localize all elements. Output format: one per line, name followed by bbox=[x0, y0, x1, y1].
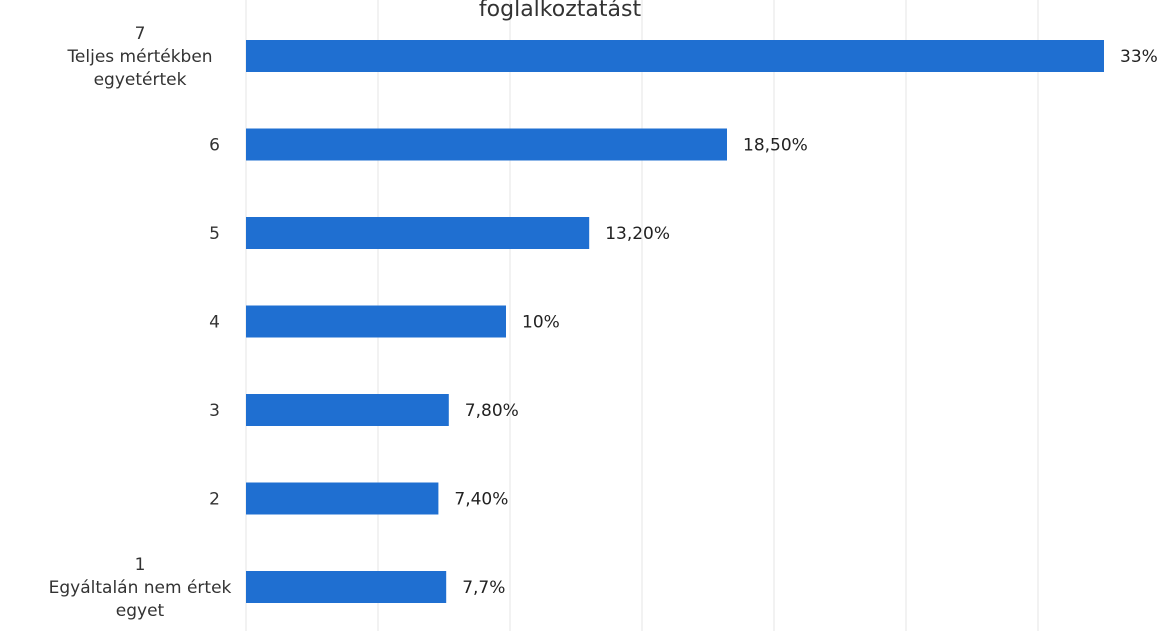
value-label-7: 33% bbox=[1120, 47, 1158, 67]
value-label-5: 13,20% bbox=[605, 224, 670, 244]
category-label-5-line-0: 5 bbox=[209, 224, 220, 244]
category-label-1-line-2: egyet bbox=[116, 601, 165, 621]
category-label-7-line-0: 7 bbox=[135, 24, 146, 44]
value-label-2: 7,40% bbox=[454, 490, 508, 510]
category-label-1-line-0: 1 bbox=[135, 555, 146, 575]
category-label-3-line-0: 3 bbox=[209, 401, 220, 421]
value-label-4: 10% bbox=[522, 313, 560, 333]
bar-3 bbox=[246, 394, 449, 426]
value-label-3: 7,80% bbox=[465, 401, 519, 421]
bar-1 bbox=[246, 571, 447, 603]
bar-6 bbox=[246, 128, 727, 161]
value-label-6: 18,50% bbox=[743, 136, 808, 156]
category-label-6-line-0: 6 bbox=[209, 136, 220, 156]
bar-4 bbox=[246, 305, 506, 338]
category-label-4-line-0: 4 bbox=[209, 313, 220, 333]
bar-2 bbox=[246, 482, 439, 515]
grid-lines bbox=[245, 0, 1039, 631]
category-label-7-line-1: Teljes mértékben bbox=[66, 47, 212, 67]
category-labels-group: 7 Teljes mértékben egyetértek 6 5 4 3 2 1 Egyálta… bbox=[49, 24, 232, 621]
category-label-2-line-0: 2 bbox=[209, 490, 220, 510]
category-label-1-line-1: Egyáltalán nem értek bbox=[49, 578, 232, 598]
category-label-7-line-2: egyetértek bbox=[94, 70, 187, 90]
value-labels-group: 33% 18,50% 13,20% 10% 7,80% 7,40% 7,7% bbox=[454, 47, 1157, 598]
bars-group bbox=[246, 40, 1104, 603]
value-label-1: 7,7% bbox=[462, 578, 505, 598]
chart-title: foglalkoztatást bbox=[479, 0, 642, 22]
bar-7 bbox=[246, 40, 1104, 72]
bar-5 bbox=[246, 217, 590, 249]
